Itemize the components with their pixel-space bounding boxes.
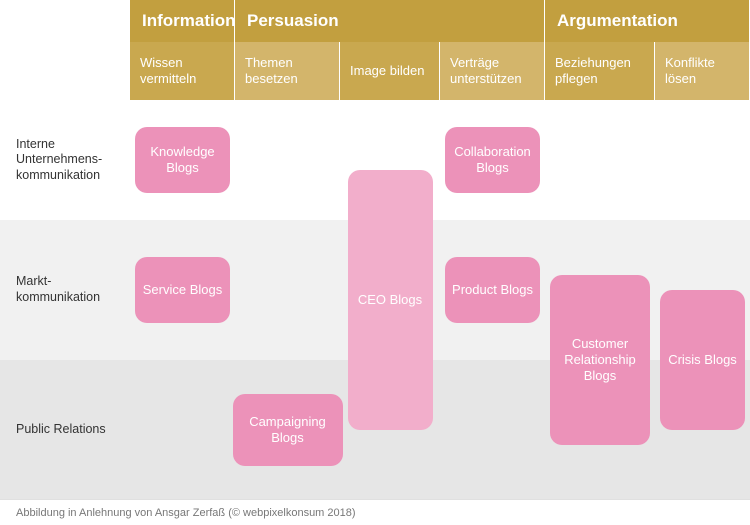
blog-box-service: Service Blogs [135,257,230,323]
header-category: Argumentation [545,0,750,42]
blog-box-campaigning: Campaigning Blogs [233,394,343,466]
header-spacer-2 [0,42,130,100]
header-subcategory: Image bilden [340,42,440,100]
caption: Abbildung in Anlehnung von Ansgar Zerfaß… [16,507,356,519]
blog-box-crisis: Crisis Blogs [660,290,745,430]
row-label: Public Relations [0,360,130,500]
header-row-categories: InformationPersuasionArgumentation [0,0,750,42]
blog-box-crm: Customer Relationship Blogs [550,275,650,445]
header-subcategory: Konflikte lösen [655,42,750,100]
header-subcategory: Beziehungen pflegen [545,42,655,100]
row-label: Interne Unternehmens­kommunikation [0,100,130,220]
header-category: Persuasion [235,0,545,42]
footer-divider [0,499,750,500]
blog-matrix: InformationPersuasionArgumentation Wisse… [0,0,750,500]
blog-box-product: Product Blogs [445,257,540,323]
blog-box-knowledge: Knowledge Blogs [135,127,230,193]
header-category: Information [130,0,235,42]
row-label: Markt­kommunikation [0,220,130,360]
header-subcategory: Wissen vermitteln [130,42,235,100]
header-row-subcategories: Wissen vermittelnThemen besetzenImage bi… [0,42,750,100]
blog-box-ceo: CEO Blogs [348,170,433,430]
matrix-body: Interne Unternehmens­kommunikationMarkt­… [0,100,750,500]
header-subcategory: Themen besetzen [235,42,340,100]
header-subcategory: Verträge unterstützen [440,42,545,100]
header-spacer [0,0,130,42]
blog-box-collab: Collaboration Blogs [445,127,540,193]
